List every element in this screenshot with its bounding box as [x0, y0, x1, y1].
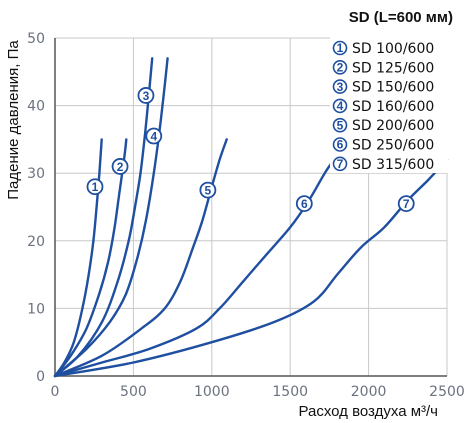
- legend-marker: [332, 117, 348, 133]
- x-tick-label: 2500: [429, 384, 465, 400]
- series-marker-6: [295, 195, 313, 213]
- series-marker-1: [86, 178, 104, 196]
- series-line-7: [53, 158, 449, 378]
- series-marker-label: 4: [150, 130, 157, 144]
- series-line-5: [53, 138, 228, 378]
- legend-marker: [332, 98, 348, 114]
- y-tick-label: 10: [27, 301, 45, 317]
- series-line-3: [53, 57, 154, 378]
- legend-marker-label: 4: [337, 99, 344, 113]
- series-marker-7: [397, 195, 415, 213]
- chart-title: SD (L=600 мм): [349, 9, 453, 26]
- y-tick-label: 30: [27, 166, 45, 182]
- legend-entry: SD 200/600: [352, 118, 434, 134]
- legend: 1 SD 100/600 2 SD 125/600 3 SD 150/600 4 SD 160…: [330, 37, 448, 173]
- legend-marker: [332, 40, 348, 56]
- legend-entry: SD 315/600: [352, 157, 434, 173]
- series-marker-label: 5: [205, 184, 212, 198]
- series-line-4: [53, 57, 169, 378]
- legend-marker-label: 2: [337, 61, 344, 75]
- axes: 0 500 1000 1500 2000 2500 0 10 20 30 40 50: [27, 31, 465, 400]
- x-tick-label: 1000: [194, 384, 230, 400]
- x-tick-label: 1500: [272, 384, 308, 400]
- y-tick-label: 50: [27, 31, 45, 47]
- x-tick-label: 0: [51, 384, 60, 400]
- series-marker-label: 1: [92, 180, 99, 194]
- x-tick-label: 2000: [351, 384, 387, 400]
- legend-marker-label: 3: [337, 80, 344, 94]
- series-line-6: [53, 158, 336, 378]
- series-marker-4: [145, 127, 163, 145]
- series-markers: 1 2 3 4 5 6 7: [86, 87, 415, 213]
- legend-entry: SD 125/600: [352, 60, 434, 76]
- legend-marker: [332, 60, 348, 75]
- series-marker-label: 2: [117, 160, 124, 174]
- legend-marker-label: 5: [337, 118, 344, 132]
- legend-marker: [332, 137, 348, 152]
- legend-entry: SD 160/600: [352, 99, 434, 115]
- series-marker-label: 7: [403, 197, 410, 211]
- series-marker-3: [137, 87, 155, 104]
- y-tick-label: 20: [27, 234, 45, 250]
- series-layer: [53, 57, 449, 378]
- legend-entry: SD 250/600: [352, 138, 434, 154]
- series-marker-label: 6: [301, 197, 308, 211]
- y-axis-label: Падение давления, Па: [5, 40, 22, 200]
- legend-marker-label: 7: [337, 157, 344, 171]
- legend-marker-label: 1: [337, 41, 344, 55]
- legend-entry: SD 150/600: [352, 80, 434, 96]
- series-marker-label: 3: [143, 89, 150, 103]
- y-tick-label: 40: [27, 99, 45, 115]
- x-axis-label: Расход воздуха м³/ч: [298, 403, 438, 420]
- legend-entry: SD 100/600: [352, 41, 434, 57]
- y-tick-label: 0: [36, 369, 45, 385]
- series-marker-5: [199, 181, 217, 199]
- legend-background: [330, 37, 448, 173]
- x-tick-label: 500: [120, 384, 147, 400]
- legend-marker-label: 6: [337, 138, 344, 152]
- series-marker-2: [111, 158, 129, 175]
- legend-marker: [332, 79, 348, 94]
- legend-marker: [332, 156, 348, 172]
